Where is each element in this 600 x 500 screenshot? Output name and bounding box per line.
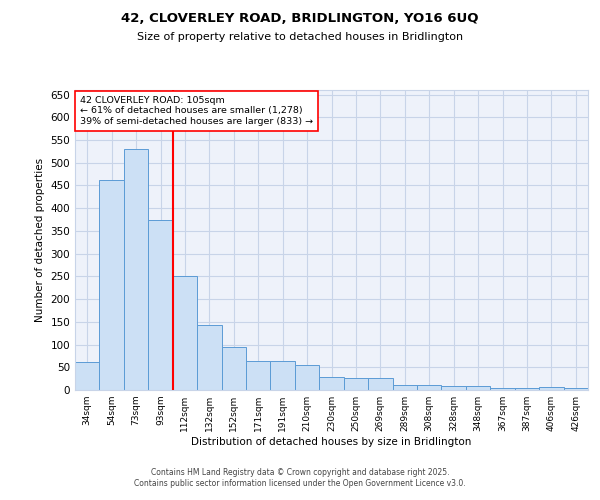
Bar [319, 378, 344, 390]
Bar [124, 149, 148, 390]
Bar [344, 378, 368, 390]
Bar [75, 362, 100, 390]
Bar [246, 362, 271, 390]
Bar [368, 378, 392, 390]
Bar [295, 365, 319, 390]
Y-axis label: Number of detached properties: Number of detached properties [35, 158, 45, 322]
Bar [490, 388, 515, 390]
Bar [100, 180, 124, 390]
Text: Contains HM Land Registry data © Crown copyright and database right 2025.
Contai: Contains HM Land Registry data © Crown c… [134, 468, 466, 487]
Bar [563, 388, 588, 390]
Bar [466, 386, 490, 390]
Bar [417, 385, 442, 390]
Text: Size of property relative to detached houses in Bridlington: Size of property relative to detached ho… [137, 32, 463, 42]
Bar [392, 385, 417, 390]
Bar [173, 276, 197, 390]
Bar [515, 388, 539, 390]
Bar [539, 387, 563, 390]
Text: 42, CLOVERLEY ROAD, BRIDLINGTON, YO16 6UQ: 42, CLOVERLEY ROAD, BRIDLINGTON, YO16 6U… [121, 12, 479, 26]
Bar [221, 348, 246, 390]
Bar [148, 220, 173, 390]
X-axis label: Distribution of detached houses by size in Bridlington: Distribution of detached houses by size … [191, 437, 472, 447]
Bar [442, 386, 466, 390]
Bar [271, 362, 295, 390]
Text: 42 CLOVERLEY ROAD: 105sqm
← 61% of detached houses are smaller (1,278)
39% of se: 42 CLOVERLEY ROAD: 105sqm ← 61% of detac… [80, 96, 313, 126]
Bar [197, 325, 221, 390]
